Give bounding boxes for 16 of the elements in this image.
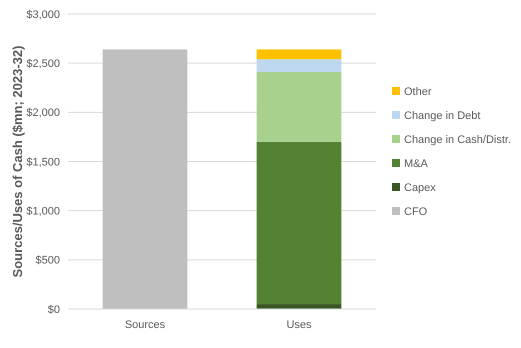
legend-label: Other — [404, 86, 432, 98]
y-tick-label: $500 — [36, 254, 60, 267]
y-tick-label: $0 — [48, 304, 60, 316]
legend-label: Change in Cash/Distr. — [404, 134, 511, 146]
y-axis-title: Sources/Uses of Cash ($mn; 2023-32) — [10, 46, 25, 278]
legend-label: Change in Debt — [404, 110, 480, 122]
y-tick-label: $1,500 — [26, 156, 60, 168]
x-tick-label: Uses — [286, 319, 312, 331]
legend-label: CFO — [404, 206, 428, 218]
y-tick-label: $1,000 — [26, 206, 60, 218]
y-tick-label: $3,000 — [26, 8, 60, 21]
legend-label: M&A — [404, 158, 428, 170]
y-tick-label: $2,000 — [26, 107, 60, 120]
legend-label: Capex — [404, 182, 436, 194]
y-tick-label: $2,500 — [26, 58, 60, 70]
x-tick-label: Sources — [124, 319, 166, 331]
